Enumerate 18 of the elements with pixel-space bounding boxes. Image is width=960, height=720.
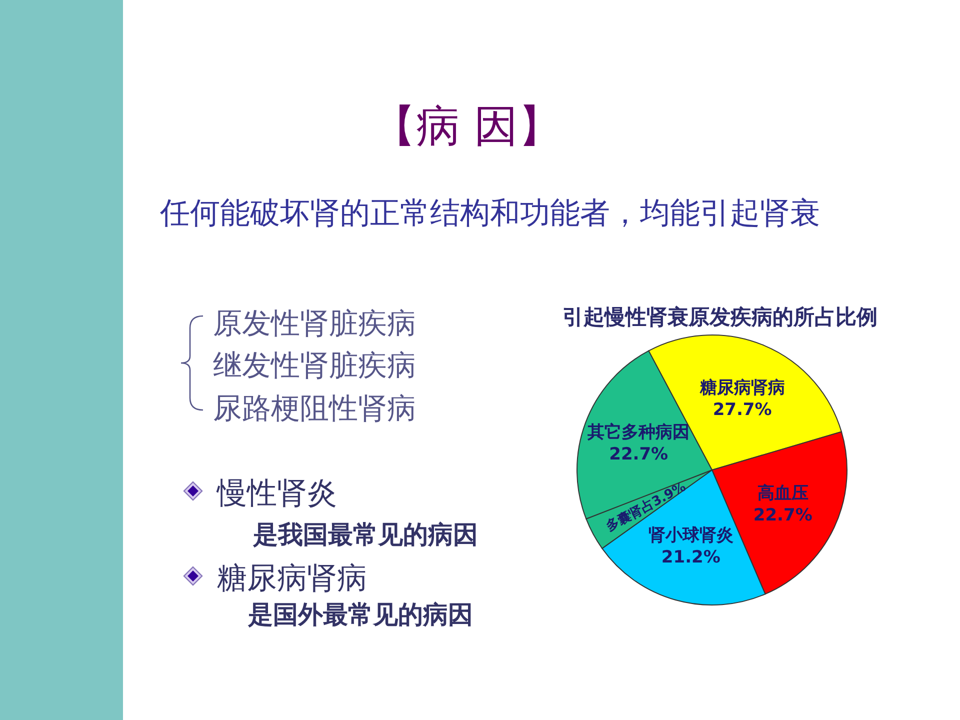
data-label: 22.7%: [753, 505, 812, 526]
text: 尿路梗阻性肾病: [213, 391, 416, 425]
text: 任何能破坏肾的正常结构和功能者，均能引起肾衰: [159, 196, 820, 231]
chart-title: 引起慢性肾衰原发疾病的所占比例: [562, 305, 878, 329]
data-label: 21.2%: [661, 547, 720, 568]
text: 继发性肾脏疾病: [213, 348, 416, 382]
text: 原发性肾脏疾病: [213, 306, 416, 340]
slice-label: 糖尿病肾病: [698, 378, 785, 398]
slice-label: 高血压: [757, 483, 808, 504]
text: 慢性肾炎: [216, 476, 337, 511]
slice-label: 肾小球肾炎: [648, 525, 734, 546]
text: 是国外最常见的病因: [247, 600, 473, 629]
data-label: 22.7%: [609, 444, 668, 465]
text: 【病 因】: [372, 101, 562, 152]
slice-label: 其它多种病因: [586, 422, 690, 443]
data-label: 27.7%: [712, 400, 772, 420]
text: 是我国最常见的病因: [252, 520, 478, 549]
text: 糖尿病肾病: [217, 561, 367, 596]
